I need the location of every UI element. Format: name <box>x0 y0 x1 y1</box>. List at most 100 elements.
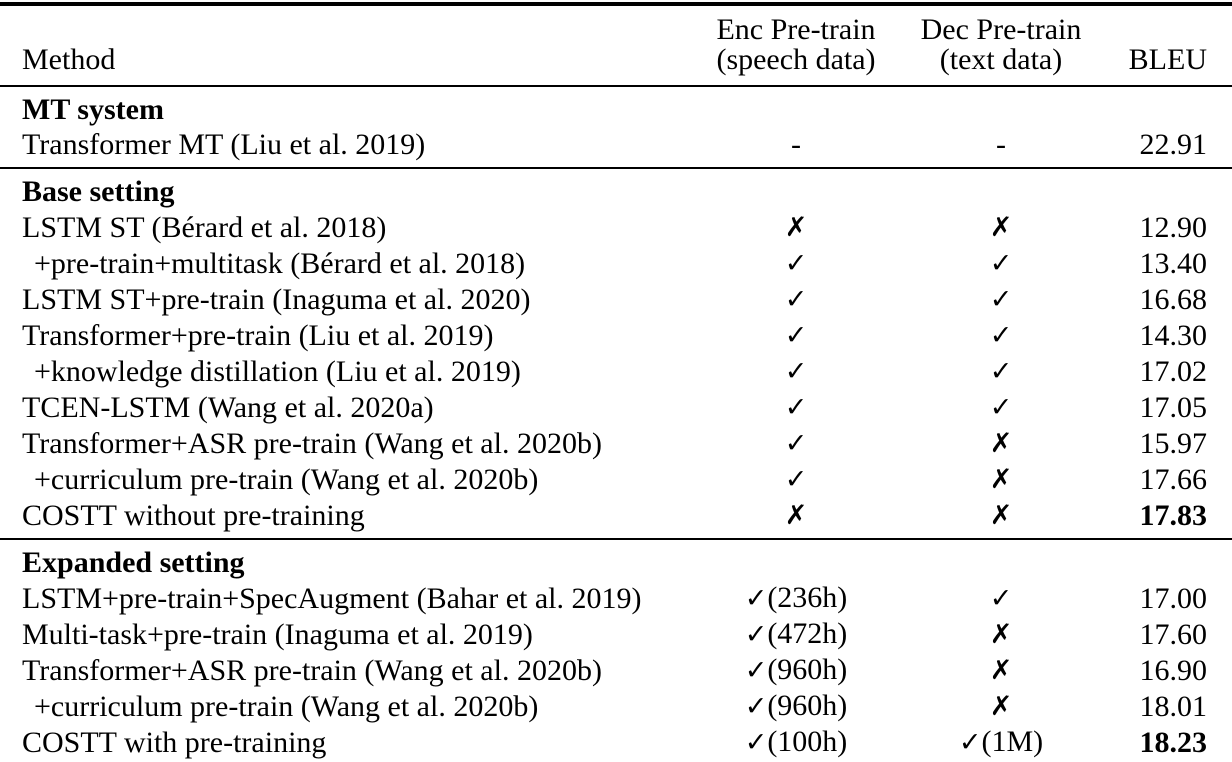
dec-pretrain-cell: ✓ <box>902 281 1100 317</box>
bleu-cell: 18.23 <box>1139 725 1208 759</box>
method-cell: +knowledge distillation (Liu et al. 2019… <box>34 354 521 388</box>
dec-pretrain-cell: ✗ <box>902 688 1100 724</box>
col-header-enc-pretrain: Enc Pre-train (speech data) <box>690 4 902 86</box>
check-icon: ✓ <box>784 464 808 495</box>
method-cell: TCEN-LSTM (Wang et al. 2020a) <box>22 390 434 424</box>
enc-pretrain-cell: ✓(960h) <box>690 652 902 688</box>
table-row: +curriculum pre-train (Wang et al. 2020b… <box>0 461 1232 497</box>
enc-pretrain-cell: ✓(960h) <box>690 688 902 724</box>
enc-pretrain-cell: ✓ <box>690 461 902 497</box>
bleu-cell: 17.60 <box>1139 617 1208 651</box>
table-row: COSTT with pre-training ✓(100h) ✓(1M) 18.23 <box>0 724 1232 762</box>
check-icon: ✓ <box>784 356 808 387</box>
dec-pretrain-cell: ✓ <box>902 317 1100 353</box>
check-icon: ✓ <box>784 248 808 279</box>
table-row: TCEN-LSTM (Wang et al. 2020a) ✓ ✓ 17.05 <box>0 389 1232 425</box>
dec-pretrain-cell: ✓ <box>902 389 1100 425</box>
method-cell: Transformer+pre-train (Liu et al. 2019) <box>22 318 494 352</box>
cross-icon: ✗ <box>989 691 1013 722</box>
col-header-dec-line2: (text data) <box>939 43 1063 76</box>
check-icon: ✓ <box>744 727 768 758</box>
table-row: +pre-train+multitask (Bérard et al. 2018… <box>0 245 1232 281</box>
dec-pretrain-cell: ✗ <box>902 425 1100 461</box>
enc-pretrain-cell: ✓(236h) <box>690 580 902 616</box>
method-cell: Transformer+ASR pre-train (Wang et al. 2… <box>22 653 602 687</box>
bleu-cell: 16.68 <box>1139 282 1208 316</box>
method-cell: Transformer+ASR pre-train (Wang et al. 2… <box>22 426 602 460</box>
table-row: Transformer+ASR pre-train (Wang et al. 2… <box>0 425 1232 461</box>
check-icon: ✓ <box>744 655 768 686</box>
dec-pretrain-cell: ✗ <box>902 497 1100 539</box>
enc-pretrain-cell: ✓ <box>690 389 902 425</box>
dec-pretrain-cell: ✓ <box>902 353 1100 389</box>
enc-pretrain-cell: ✓ <box>690 353 902 389</box>
check-icon: ✓ <box>784 428 808 459</box>
bleu-cell: 17.02 <box>1139 354 1208 388</box>
bleu-cell: 12.90 <box>1139 210 1208 244</box>
enc-pretrain-cell: ✓ <box>690 317 902 353</box>
enc-pretrain-cell: ✓(472h) <box>690 616 902 652</box>
table-row: COSTT without pre-training ✗ ✗ 17.83 <box>0 497 1232 539</box>
dec-pretrain-cell: ✗ <box>902 652 1100 688</box>
check-icon: ✓ <box>958 727 982 758</box>
dec-pretrain-cell: ✗ <box>902 209 1100 245</box>
enc-pretrain-cell: ✓ <box>690 425 902 461</box>
table-header: Method Enc Pre-train (speech data) Dec P… <box>0 4 1232 86</box>
dash-mark: - <box>996 128 1006 161</box>
check-icon: ✓ <box>989 248 1013 279</box>
bleu-cell: 13.40 <box>1139 246 1208 280</box>
enc-pretrain-note: (960h) <box>767 653 848 686</box>
enc-pretrain-note: (236h) <box>767 581 848 614</box>
section-title-row: Expanded setting <box>0 539 1232 580</box>
method-cell: Multi-task+pre-train (Inaguma et al. 201… <box>22 617 533 651</box>
check-icon: ✓ <box>784 320 808 351</box>
method-cell: +pre-train+multitask (Bérard et al. 2018… <box>34 246 526 280</box>
table-row: Transformer+pre-train (Liu et al. 2019) ✓… <box>0 317 1232 353</box>
dec-pretrain-cell: ✓ <box>902 245 1100 281</box>
section-title-row: Base setting <box>0 168 1232 209</box>
dash-mark: - <box>791 128 801 161</box>
section-title: Expanded setting <box>22 546 245 579</box>
table-section: Base setting LSTM ST (Bérard et al. 2018)… <box>0 168 1232 539</box>
check-icon: ✓ <box>744 583 768 614</box>
dec-pretrain-cell: ✓(1M) <box>902 724 1100 762</box>
dec-pretrain-cell: ✗ <box>902 461 1100 497</box>
col-header-bleu: BLEU <box>1128 43 1207 76</box>
enc-pretrain-cell: ✓ <box>690 245 902 281</box>
enc-pretrain-cell: ✓ <box>690 281 902 317</box>
method-cell: +curriculum pre-train (Wang et al. 2020b… <box>34 462 539 496</box>
method-cell: COSTT without pre-training <box>22 498 365 532</box>
method-cell: COSTT with pre-training <box>22 725 327 759</box>
dec-pretrain-cell: ✓ <box>902 580 1100 616</box>
cross-icon: ✗ <box>989 212 1013 243</box>
table-row: LSTM ST (Bérard et al. 2018) ✗ ✗ 12.90 <box>0 209 1232 245</box>
check-icon: ✓ <box>989 583 1013 614</box>
col-header-method: Method <box>22 43 116 76</box>
bleu-cell: 17.00 <box>1139 581 1208 615</box>
dec-pretrain-cell: ✗ <box>902 616 1100 652</box>
bleu-cell: 18.01 <box>1139 689 1208 723</box>
bleu-cell: 22.91 <box>1139 128 1208 161</box>
check-icon: ✓ <box>989 392 1013 423</box>
table-row: +curriculum pre-train (Wang et al. 2020b… <box>0 688 1232 724</box>
bleu-cell: 16.90 <box>1139 653 1208 687</box>
table-row: Transformer MT (Liu et al. 2019) - - 22.91 <box>0 127 1232 168</box>
cross-icon: ✗ <box>989 500 1013 531</box>
check-icon: ✓ <box>744 619 768 650</box>
method-cell: LSTM+pre-train+SpecAugment (Bahar et al.… <box>22 581 642 615</box>
col-header-enc-line1: Enc Pre-train <box>716 13 876 46</box>
enc-pretrain-cell: ✗ <box>690 209 902 245</box>
cross-icon: ✗ <box>989 655 1013 686</box>
method-cell: +curriculum pre-train (Wang et al. 2020b… <box>34 689 539 723</box>
table-row: LSTM+pre-train+SpecAugment (Bahar et al.… <box>0 580 1232 616</box>
cross-icon: ✗ <box>989 619 1013 650</box>
check-icon: ✓ <box>784 392 808 423</box>
table-row: +knowledge distillation (Liu et al. 2019… <box>0 353 1232 389</box>
check-icon: ✓ <box>989 356 1013 387</box>
col-header-dec-pretrain: Dec Pre-train (text data) <box>902 4 1100 86</box>
enc-pretrain-note: (100h) <box>767 725 848 758</box>
bleu-cell: 17.83 <box>1139 498 1208 532</box>
bleu-cell: 17.66 <box>1139 462 1208 496</box>
col-header-enc-line2: (speech data) <box>716 43 876 76</box>
